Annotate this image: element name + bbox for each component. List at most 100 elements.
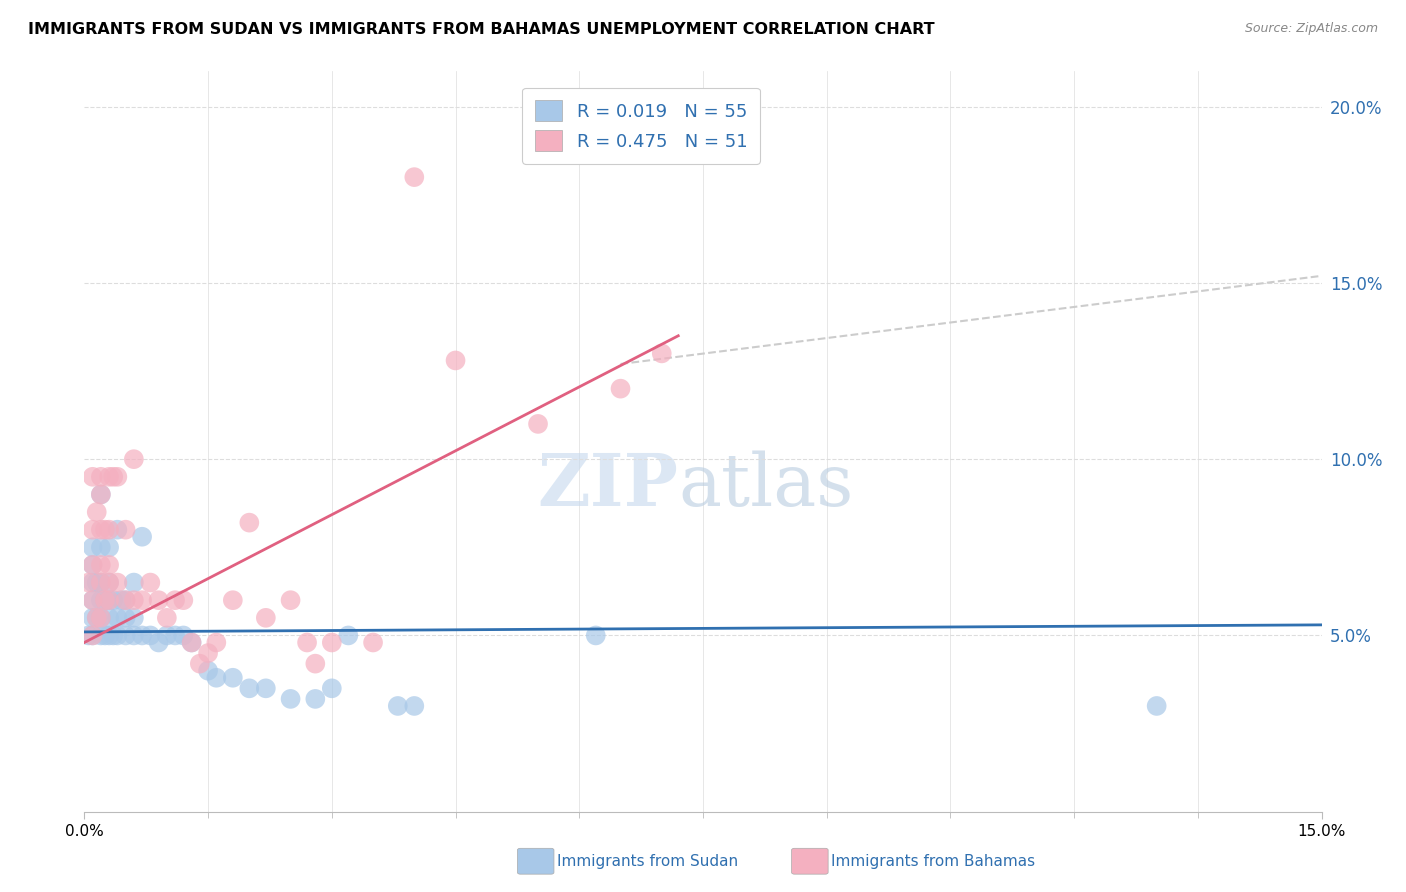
Point [90,575,112,590]
Point [90,523,112,537]
Point [404,698,426,713]
Point [122,452,145,467]
Point [82,593,104,607]
Point [321,635,343,649]
Text: atlas: atlas [678,450,853,521]
Point [337,628,360,642]
Text: Immigrants from Sudan: Immigrants from Sudan [557,855,738,869]
Point [609,382,631,396]
Point [280,593,302,607]
Point [122,611,145,625]
Point [304,657,326,671]
Point [82,470,104,484]
Point [105,575,128,590]
Point [98,575,121,590]
Point [90,593,112,607]
Point [295,635,318,649]
Point [1146,698,1168,713]
Point [98,470,121,484]
Point [103,628,125,642]
Point [90,487,112,501]
Point [94,523,117,537]
Point [94,593,117,607]
Point [105,523,128,537]
Text: Source: ZipAtlas.com: Source: ZipAtlas.com [1244,22,1378,36]
Point [105,470,128,484]
Point [114,611,136,625]
Point [172,628,194,642]
Point [197,646,219,660]
Point [139,575,162,590]
Point [82,523,104,537]
Point [114,593,136,607]
Text: ZIP: ZIP [537,450,678,522]
Point [165,628,187,642]
Point [361,635,384,649]
Point [304,692,326,706]
Point [156,611,179,625]
Point [148,635,170,649]
Legend: R = 0.019   N = 55, R = 0.475   N = 51: R = 0.019 N = 55, R = 0.475 N = 51 [523,87,759,164]
Point [98,523,121,537]
Point [238,681,260,696]
Point [77,575,100,590]
Point [651,346,673,360]
Point [222,593,245,607]
Point [90,541,112,555]
Point [254,681,277,696]
Point [114,523,136,537]
Point [180,635,202,649]
Point [122,575,145,590]
Point [98,541,121,555]
Point [77,628,100,642]
Point [131,530,153,544]
Point [82,541,104,555]
Point [205,635,228,649]
Point [404,170,426,185]
Point [238,516,260,530]
Point [321,681,343,696]
Point [98,593,121,607]
Point [90,611,112,625]
Point [131,628,153,642]
Point [156,628,179,642]
Point [527,417,550,431]
Point [122,593,145,607]
Point [90,470,112,484]
Point [105,628,128,642]
Point [103,470,125,484]
Point [165,593,187,607]
Point [82,558,104,572]
Point [172,593,194,607]
Point [222,671,245,685]
Point [110,593,132,607]
Point [254,611,277,625]
Point [98,558,121,572]
Point [444,353,467,368]
Point [98,575,121,590]
Point [148,593,170,607]
Point [103,593,125,607]
Point [114,628,136,642]
Point [98,628,121,642]
Point [387,698,409,713]
Point [94,628,117,642]
Point [90,575,112,590]
Point [82,575,104,590]
Point [90,628,112,642]
Point [585,628,607,642]
Point [82,558,104,572]
Point [114,593,136,607]
Text: Immigrants from Bahamas: Immigrants from Bahamas [831,855,1035,869]
Point [98,593,121,607]
Point [90,558,112,572]
Text: IMMIGRANTS FROM SUDAN VS IMMIGRANTS FROM BAHAMAS UNEMPLOYMENT CORRELATION CHART: IMMIGRANTS FROM SUDAN VS IMMIGRANTS FROM… [28,22,935,37]
Point [86,575,108,590]
Point [86,505,108,519]
Point [188,657,211,671]
Point [197,664,219,678]
Point [98,611,121,625]
Point [105,611,128,625]
Point [86,611,108,625]
Point [86,611,108,625]
